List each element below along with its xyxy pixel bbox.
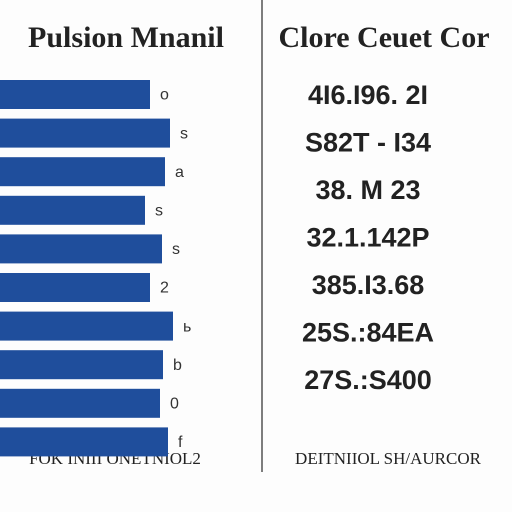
bar — [0, 195, 145, 225]
panel-footer: DEITNIIOL SH/AURCOR — [295, 449, 482, 468]
panel-title: Clore Ceuet Cor — [278, 21, 489, 54]
panel-row: 38. M 23 — [315, 175, 420, 205]
category-label: s — [172, 241, 180, 258]
category-label: 2 — [160, 280, 169, 297]
bar — [0, 311, 173, 341]
category-label: o — [160, 87, 169, 104]
bar — [0, 273, 150, 302]
category-label: s — [155, 203, 163, 220]
panel-row: 4I6.I96. 2I — [308, 80, 428, 110]
bar — [0, 350, 163, 380]
panel-row: 32.1.142P — [306, 223, 429, 253]
category-label: b — [173, 357, 182, 374]
category-label: a — [175, 164, 184, 181]
bar — [0, 234, 162, 264]
bar — [0, 118, 170, 148]
panel-row: 25S.:84EA — [302, 318, 434, 348]
category-label: f — [178, 434, 183, 451]
panel-row: S82T - I34 — [305, 128, 431, 158]
bar — [0, 157, 165, 187]
bar — [0, 388, 160, 418]
panel-row: 27S.:S400 — [304, 365, 432, 395]
bar — [0, 427, 168, 457]
bar — [0, 80, 150, 109]
category-label: s — [180, 125, 188, 142]
panel-row: 385.I3.68 — [312, 270, 425, 300]
category-label: ь — [183, 318, 191, 335]
chart-title: Pulsion Mnanil — [28, 21, 224, 54]
category-label: 0 — [170, 396, 179, 413]
